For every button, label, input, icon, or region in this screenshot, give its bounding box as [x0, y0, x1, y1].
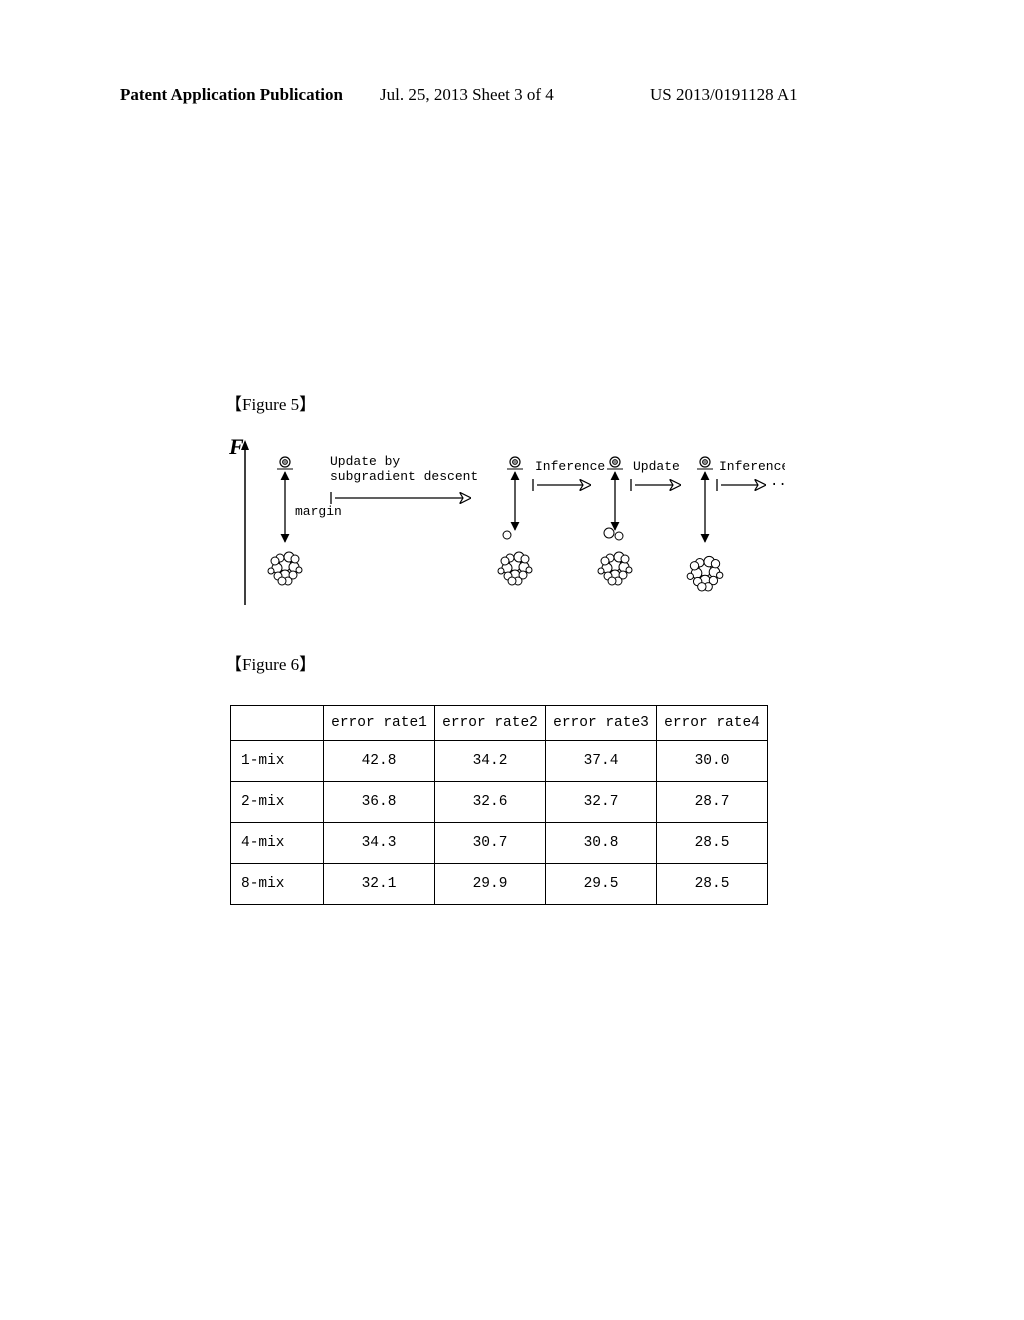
table-cell: 28.5	[657, 823, 768, 864]
table-cell: 29.9	[435, 864, 546, 905]
figure5-svg: Fmargin Update bysubgradient descent Infer…	[225, 430, 785, 620]
svg-text:F: F	[228, 434, 244, 459]
header-center: Jul. 25, 2013 Sheet 3 of 4	[380, 85, 554, 105]
table-cell: 32.1	[324, 864, 435, 905]
svg-text:···: ···	[770, 477, 785, 493]
figure6-table-container: error rate1error rate2error rate3error r…	[230, 705, 768, 905]
figure6-label: 【Figure 6】	[225, 650, 316, 675]
svg-text:margin: margin	[295, 504, 342, 519]
table-cell: 30.7	[435, 823, 546, 864]
error-rate-table: error rate1error rate2error rate3error r…	[230, 705, 768, 905]
table-cell: 1-mix	[231, 741, 324, 782]
table-cell: 32.7	[546, 782, 657, 823]
table-row: 8-mix32.129.929.528.5	[231, 864, 768, 905]
table-row: 1-mix42.834.237.430.0	[231, 741, 768, 782]
header-left: Patent Application Publication	[120, 85, 343, 105]
header-right: US 2013/0191128 A1	[650, 85, 798, 105]
table-cell: 37.4	[546, 741, 657, 782]
table-row: 4-mix34.330.730.828.5	[231, 823, 768, 864]
table-cell: 32.6	[435, 782, 546, 823]
table-cell: 8-mix	[231, 864, 324, 905]
table-cell: 34.2	[435, 741, 546, 782]
table-row: 2-mix36.832.632.728.7	[231, 782, 768, 823]
svg-text:Inference: Inference	[535, 459, 605, 474]
table-cell: 4-mix	[231, 823, 324, 864]
figure5-diagram: Fmargin Update bysubgradient descent Infer…	[225, 430, 785, 620]
table-cell: 29.5	[546, 864, 657, 905]
table-header: error rate1	[324, 706, 435, 741]
table-cell: 2-mix	[231, 782, 324, 823]
table-cell: 28.7	[657, 782, 768, 823]
table-header: error rate2	[435, 706, 546, 741]
table-cell: 34.3	[324, 823, 435, 864]
table-cell: 28.5	[657, 864, 768, 905]
table-header: error rate3	[546, 706, 657, 741]
table-cell: 36.8	[324, 782, 435, 823]
svg-text:Update by: Update by	[330, 454, 400, 469]
table-header: error rate4	[657, 706, 768, 741]
figure5-label: 【Figure 5】	[225, 390, 316, 415]
table-cell: 30.0	[657, 741, 768, 782]
svg-text:Inference: Inference	[719, 459, 785, 474]
svg-text:Update: Update	[633, 459, 680, 474]
svg-text:subgradient descent: subgradient descent	[330, 469, 478, 484]
table-cell: 30.8	[546, 823, 657, 864]
table-header	[231, 706, 324, 741]
table-cell: 42.8	[324, 741, 435, 782]
